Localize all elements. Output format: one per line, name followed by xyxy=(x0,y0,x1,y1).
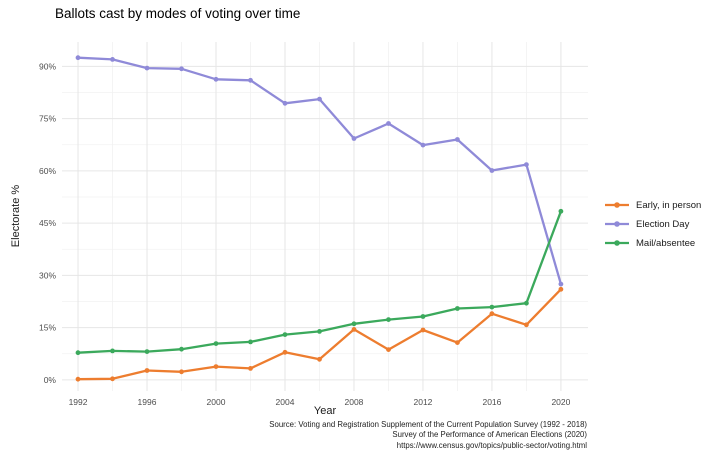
data-point xyxy=(351,136,357,141)
data-point xyxy=(282,332,288,337)
x-tick-label: 2008 xyxy=(345,397,364,407)
legend-swatch-line-icon xyxy=(605,202,629,208)
data-point xyxy=(420,327,426,333)
data-point xyxy=(144,368,150,373)
x-tick-label: 2004 xyxy=(276,397,295,407)
legend-swatch-line-icon xyxy=(605,221,629,227)
data-point xyxy=(317,329,322,334)
data-point xyxy=(420,314,426,319)
chart-title: Ballots cast by modes of voting over tim… xyxy=(55,6,301,21)
x-axis-title: Year xyxy=(313,405,337,417)
caption-line: https://www.census.gov/topics/public-sec… xyxy=(396,440,587,450)
data-point xyxy=(455,137,460,142)
data-point xyxy=(386,121,391,126)
data-point xyxy=(248,339,253,345)
y-tick-label: 60% xyxy=(39,166,56,176)
data-point xyxy=(489,304,495,310)
legend-label: Mail/absentee xyxy=(636,237,696,249)
data-point xyxy=(110,376,115,382)
data-point xyxy=(179,346,184,352)
caption-line: Survey of the Performance of American El… xyxy=(392,430,587,440)
data-point xyxy=(110,57,115,62)
data-point xyxy=(524,162,529,168)
data-point xyxy=(317,356,322,362)
data-point xyxy=(386,317,391,322)
legend-swatch-line-icon xyxy=(605,240,629,246)
legend-label: Election Day xyxy=(636,218,690,230)
data-point xyxy=(455,306,460,311)
legend-entry-early-in-person: Early, in person xyxy=(604,199,701,211)
data-point xyxy=(420,142,426,148)
x-tick-label: 1992 xyxy=(69,397,88,407)
legend: Early, in person Election Day Mail/absen… xyxy=(604,199,701,249)
data-point xyxy=(489,168,495,173)
data-point xyxy=(524,322,529,328)
data-point xyxy=(179,369,184,375)
data-point xyxy=(213,364,219,369)
data-point xyxy=(489,311,495,317)
data-point xyxy=(558,286,564,292)
data-point xyxy=(75,55,81,61)
x-tick-label: 2000 xyxy=(207,397,226,407)
legend-label: Early, in person xyxy=(636,199,702,211)
data-point xyxy=(455,340,460,345)
source-caption: Source: Voting and Registration Suppleme… xyxy=(269,420,587,451)
data-point xyxy=(558,281,564,287)
x-tick-label: 2012 xyxy=(413,397,432,407)
data-point xyxy=(317,96,322,102)
caption-line: Source: Voting and Registration Suppleme… xyxy=(269,420,587,429)
data-point xyxy=(213,341,219,346)
data-point xyxy=(282,349,288,355)
data-point xyxy=(144,349,150,354)
y-tick-label: 45% xyxy=(39,218,56,228)
data-point xyxy=(110,348,115,354)
data-point xyxy=(351,321,357,327)
y-tick-label: 90% xyxy=(39,61,56,71)
y-tick-label: 30% xyxy=(39,270,56,280)
legend-entry-election-day: Election Day xyxy=(604,218,701,230)
x-tick-label: 2016 xyxy=(482,397,501,407)
data-point xyxy=(558,208,564,214)
data-point xyxy=(386,347,391,352)
x-tick-label: 2020 xyxy=(551,397,570,407)
data-point xyxy=(351,327,357,332)
data-point xyxy=(213,76,219,82)
legend-entry-mail-absentee: Mail/absentee xyxy=(604,237,701,249)
data-point xyxy=(282,100,288,106)
data-point xyxy=(248,366,253,371)
data-point xyxy=(75,376,81,382)
y-tick-label: 0% xyxy=(44,375,57,385)
data-point xyxy=(75,350,81,356)
y-tick-label: 15% xyxy=(39,323,56,333)
x-tick-label: 1996 xyxy=(138,397,157,407)
data-point xyxy=(524,300,529,306)
data-point xyxy=(179,66,184,72)
data-point xyxy=(144,65,150,71)
y-tick-label: 75% xyxy=(39,114,56,124)
data-point xyxy=(248,77,253,83)
